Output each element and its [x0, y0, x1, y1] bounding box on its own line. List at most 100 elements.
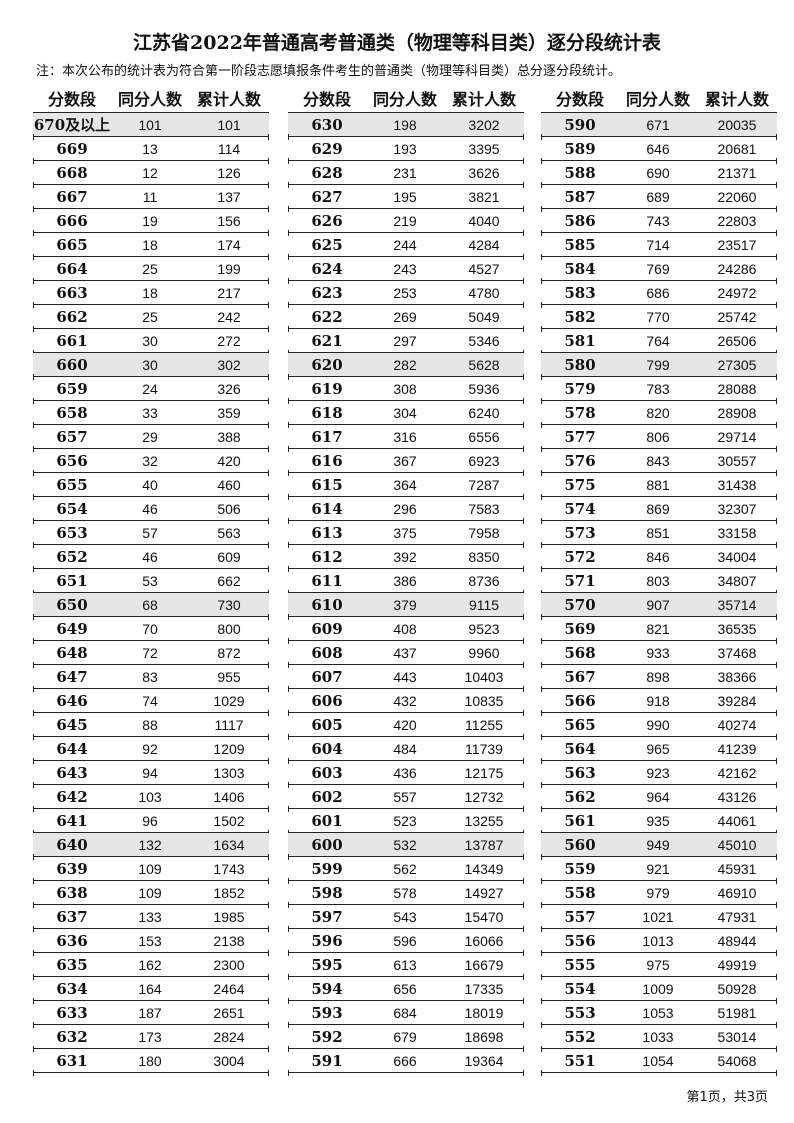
- cumulative-cell: 1634: [213, 836, 245, 853]
- table-row: 661 30 272: [33, 329, 269, 356]
- table-row: 662 25 242: [33, 305, 269, 332]
- score-cell: 584: [564, 259, 596, 278]
- score-table-3: 分数段 同分人数 累计人数 590 671 20035 589 646 20681 588 690 2…: [541, 84, 777, 1076]
- count-cell: 74: [142, 692, 158, 709]
- cumulative-cell: 40274: [717, 716, 757, 733]
- table-row: 611 386 8736: [288, 569, 524, 596]
- score-cell: 618: [311, 403, 343, 422]
- cumulative-cell: 34807: [717, 572, 757, 589]
- cumulative-cell: 5049: [468, 308, 500, 325]
- score-cell: 553: [564, 1003, 596, 1022]
- table-row: 589 646 20681: [541, 137, 777, 164]
- count-cell: 40: [142, 476, 158, 493]
- count-cell: 803: [646, 572, 670, 589]
- table-row: 586 743 22803: [541, 209, 777, 236]
- score-header: 分数段: [302, 90, 351, 109]
- table-row: 585 714 23517: [541, 233, 777, 260]
- count-cell: 70: [142, 620, 158, 637]
- cumulative-cell: 53014: [717, 1028, 757, 1045]
- table-row: 597 543 15470: [288, 905, 524, 932]
- cumulative-cell: 36535: [717, 620, 757, 637]
- table-row: 621 297 5346: [288, 329, 524, 356]
- cumulative-cell: 609: [217, 548, 241, 565]
- cumulative-cell: 44061: [717, 812, 757, 829]
- score-cell: 670及以上: [33, 116, 111, 134]
- table-row: 558 979 46910: [541, 881, 777, 908]
- cumulative-cell: 326: [217, 380, 241, 397]
- cumulative-cell: 506: [217, 500, 241, 517]
- count-cell: 72: [142, 644, 158, 661]
- count-cell: 821: [646, 620, 670, 637]
- cumulative-cell: 8350: [468, 548, 500, 565]
- table-row: 670及以上 101 101: [33, 113, 269, 140]
- count-cell: 764: [646, 332, 670, 349]
- score-cell: 629: [311, 139, 343, 158]
- score-cell: 661: [56, 331, 88, 350]
- count-cell: 379: [393, 596, 417, 613]
- table-row: 623 253 4780: [288, 281, 524, 308]
- score-cell: 656: [56, 451, 88, 470]
- score-cell: 607: [311, 667, 343, 686]
- table-row: 566 918 39284: [541, 689, 777, 716]
- table-row: 639 109 1743: [33, 857, 269, 884]
- score-cell: 657: [56, 427, 88, 446]
- cumulative-cell: 1117: [214, 716, 244, 733]
- cumulative-cell: 114: [217, 140, 241, 157]
- cumulative-cell: 46910: [717, 884, 757, 901]
- count-cell: 596: [393, 932, 417, 949]
- count-cell: 671: [646, 116, 670, 133]
- table-header: 分数段 同分人数 累计人数: [541, 84, 777, 112]
- score-cell: 564: [564, 739, 596, 758]
- score-cell: 605: [311, 715, 343, 734]
- table-row: 619 308 5936: [288, 377, 524, 404]
- cumulative-cell: 5628: [468, 356, 500, 373]
- cumulative-cell: 4527: [468, 260, 500, 277]
- table-row: 628 231 3626: [288, 161, 524, 188]
- cumulative-cell: 25742: [717, 308, 757, 325]
- score-cell: 582: [564, 307, 596, 326]
- table-note: 注：本次公布的统计表为符合第一阶段志愿填报条件考生的普通类（物理等科目类）总分逐…: [36, 64, 622, 79]
- table-body: 670及以上 101 101 669 13 114 668 12 126 667 11 137 666 1…: [33, 112, 269, 1076]
- table-row: 665 18 174: [33, 233, 269, 260]
- score-cell: 599: [311, 859, 343, 878]
- count-cell: 964: [646, 788, 670, 805]
- count-cell: 133: [138, 908, 162, 925]
- table-row: 645 88 1117: [33, 713, 269, 740]
- count-cell: 1033: [642, 1028, 674, 1045]
- table-body: 630 198 3202 629 193 3395 628 231 3626 627 195 3821…: [288, 112, 524, 1076]
- score-table-1: 分数段 同分人数 累计人数 670及以上 101 101 669 13 114 668 12 126 6…: [33, 84, 269, 1076]
- count-cell: 869: [646, 500, 670, 517]
- count-cell: 297: [393, 332, 417, 349]
- cumulative-cell: 51981: [717, 1004, 757, 1021]
- table-body: 590 671 20035 589 646 20681 588 690 21371 587 689 2…: [541, 112, 777, 1076]
- cumulative-cell: 22060: [717, 188, 757, 205]
- score-cell: 602: [311, 787, 343, 806]
- cumulative-cell: 420: [217, 452, 241, 469]
- cumulative-cell: 20035: [717, 116, 757, 133]
- score-cell: 568: [564, 643, 596, 662]
- cumulative-cell: 101: [217, 116, 241, 133]
- table-row: 577 806 29714: [541, 425, 777, 452]
- cumulative-cell: 800: [217, 620, 241, 637]
- table-row: 573 851 33158: [541, 521, 777, 548]
- cumulative-cell: 35714: [717, 596, 757, 613]
- cumulative-cell: 359: [217, 404, 241, 421]
- count-header: 同分人数: [625, 90, 690, 109]
- count-cell: 532: [393, 836, 417, 853]
- cumulative-cell: 17335: [464, 980, 504, 997]
- count-cell: 907: [646, 596, 670, 613]
- cumulative-cell: 1406: [213, 788, 245, 805]
- count-cell: 562: [393, 860, 417, 877]
- score-cell: 634: [56, 979, 88, 998]
- score-cell: 635: [56, 955, 88, 974]
- count-cell: 30: [142, 332, 158, 349]
- cumulative-cell: 1502: [213, 812, 245, 829]
- count-cell: 557: [393, 788, 417, 805]
- cumulative-cell: 8736: [468, 572, 500, 589]
- table-row: 582 770 25742: [541, 305, 777, 332]
- table-row: 660 30 302: [33, 353, 269, 380]
- count-cell: 386: [393, 572, 417, 589]
- table-row: 652 46 609: [33, 545, 269, 572]
- table-row: 650 68 730: [33, 593, 269, 620]
- score-cell: 639: [56, 859, 88, 878]
